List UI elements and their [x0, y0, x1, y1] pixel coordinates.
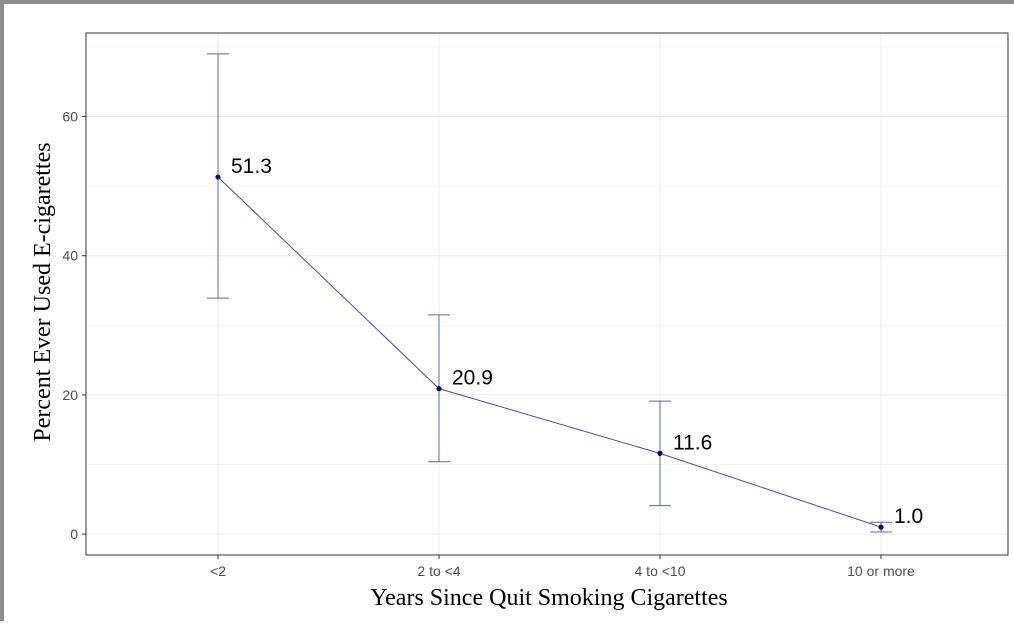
x-tick-label: 10 or more — [847, 563, 915, 579]
data-label: 11.6 — [673, 431, 712, 454]
y-axis-title: Percent Ever Used E-cigarettes — [30, 142, 56, 441]
line-chart: 51.3 20.9 11.6 1.0 0 20 40 60 <2 2 to <4 4 to <1… — [30, 32, 1009, 611]
x-tick-label: 2 to <4 — [417, 563, 460, 579]
data-label: 20.9 — [452, 367, 493, 390]
data-point — [436, 386, 442, 392]
x-tick-label: <2 — [210, 563, 226, 579]
y-tick-label: 40 — [62, 248, 78, 264]
series-polyline — [217, 176, 882, 528]
data-point — [215, 174, 221, 180]
series-line — [217, 176, 882, 528]
data-labels: 51.3 20.9 11.6 1.0 — [231, 155, 923, 528]
plot-panel — [85, 32, 1009, 556]
data-label: 51.3 — [231, 155, 272, 178]
y-tick-label: 60 — [62, 109, 78, 125]
error-bars — [207, 53, 892, 533]
y-tick-label: 0 — [70, 526, 78, 542]
data-point — [878, 524, 884, 530]
grid-major — [86, 33, 1008, 555]
data-label: 1.0 — [894, 505, 923, 528]
data-point — [657, 450, 663, 456]
data-points — [215, 174, 884, 530]
x-axis-ticks: <2 2 to <4 4 to <10 10 or more — [210, 555, 915, 579]
y-tick-label: 20 — [62, 387, 78, 403]
grid-minor — [86, 46, 1008, 466]
y-axis-ticks: 0 20 40 60 — [62, 109, 86, 542]
x-tick-label: 4 to <10 — [635, 563, 686, 579]
x-axis-title: Years Since Quit Smoking Cigarettes — [370, 585, 728, 611]
